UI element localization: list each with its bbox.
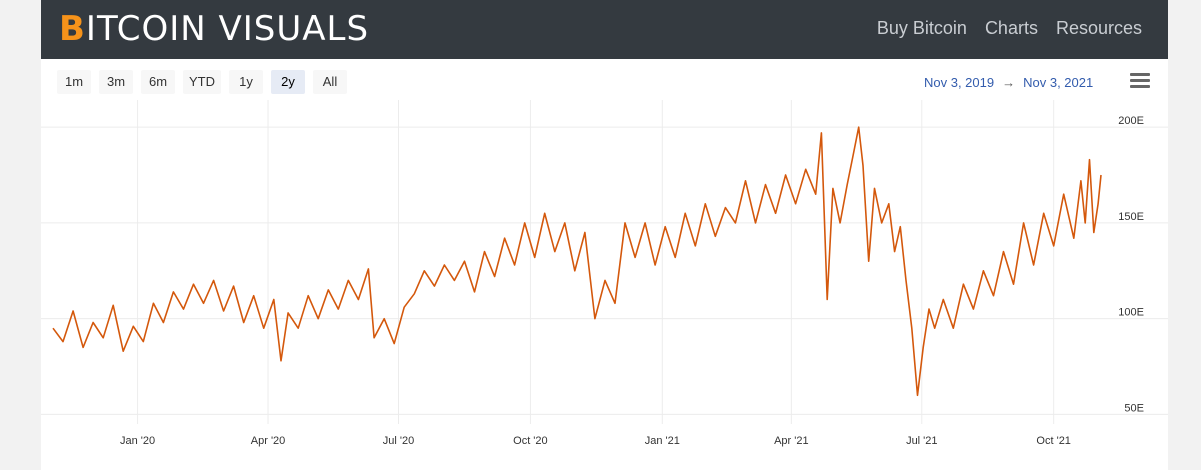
range-button-2y[interactable]: 2y — [271, 70, 305, 94]
nav-resources[interactable]: Resources — [1055, 18, 1142, 38]
main-nav: Buy Bitcoin Charts Resources — [877, 18, 1142, 39]
x-tick-label: Jan '21 — [645, 435, 680, 447]
x-tick-label: Oct '21 — [1036, 435, 1071, 447]
line-chart: 50E 100E 150E 200E Jan '20 Apr '20 Jul '20 Oct… — [41, 100, 1168, 447]
x-tick-label: Apr '21 — [774, 435, 809, 447]
range-button-1y[interactable]: 1y — [229, 70, 263, 94]
y-tick-label: 200E — [1118, 115, 1144, 127]
range-button-3m[interactable]: 3m — [99, 70, 133, 94]
nav-charts[interactable]: Charts — [984, 18, 1038, 38]
logo-text: ITCOIN VISUALS — [85, 9, 370, 49]
date-range-display: Nov 3, 2019 → Nov 3, 2021 — [924, 75, 1093, 90]
x-tick-label: Jul '20 — [383, 435, 414, 447]
site-logo[interactable]: BITCOIN VISUALS — [59, 8, 369, 50]
range-button-6m[interactable]: 6m — [141, 70, 175, 94]
range-button-1m[interactable]: 1m — [57, 70, 91, 94]
series-line — [52, 126, 1102, 397]
x-tick-label: Oct '20 — [513, 435, 548, 447]
date-from-input[interactable]: Nov 3, 2019 — [924, 75, 995, 90]
y-tick-label: 100E — [1118, 307, 1144, 319]
y-tick-label: 50E — [1124, 402, 1144, 414]
horizontal-gridlines — [41, 126, 1168, 415]
nav-buy-bitcoin[interactable]: Buy Bitcoin — [876, 18, 967, 38]
arrow-right-icon: → — [1002, 75, 1016, 90]
x-axis-labels: Jan '20 Apr '20 Jul '20 Oct '20 Jan '21 Apr '… — [120, 435, 1071, 447]
x-tick-label: Jul '21 — [906, 435, 937, 447]
page: BITCOIN VISUALS Buy Bitcoin Charts Resou… — [41, 0, 1168, 470]
date-to-input[interactable]: Nov 3, 2021 — [1023, 75, 1094, 90]
x-tick-label: Apr '20 — [251, 435, 286, 447]
y-axis-labels: 50E 100E 150E 200E — [1118, 115, 1144, 414]
hamburger-menu-icon[interactable] — [1130, 73, 1150, 91]
logo-accent-letter: B — [59, 9, 86, 49]
vertical-gridlines — [137, 100, 1055, 424]
top-navbar: BITCOIN VISUALS Buy Bitcoin Charts Resou… — [41, 0, 1168, 59]
range-selector: 1m 3m 6m YTD 1y 2y All — [57, 70, 347, 94]
x-tick-label: Jan '20 — [120, 435, 155, 447]
range-button-all[interactable]: All — [313, 70, 347, 94]
y-tick-label: 150E — [1118, 211, 1144, 223]
range-button-ytd[interactable]: YTD — [183, 70, 221, 94]
